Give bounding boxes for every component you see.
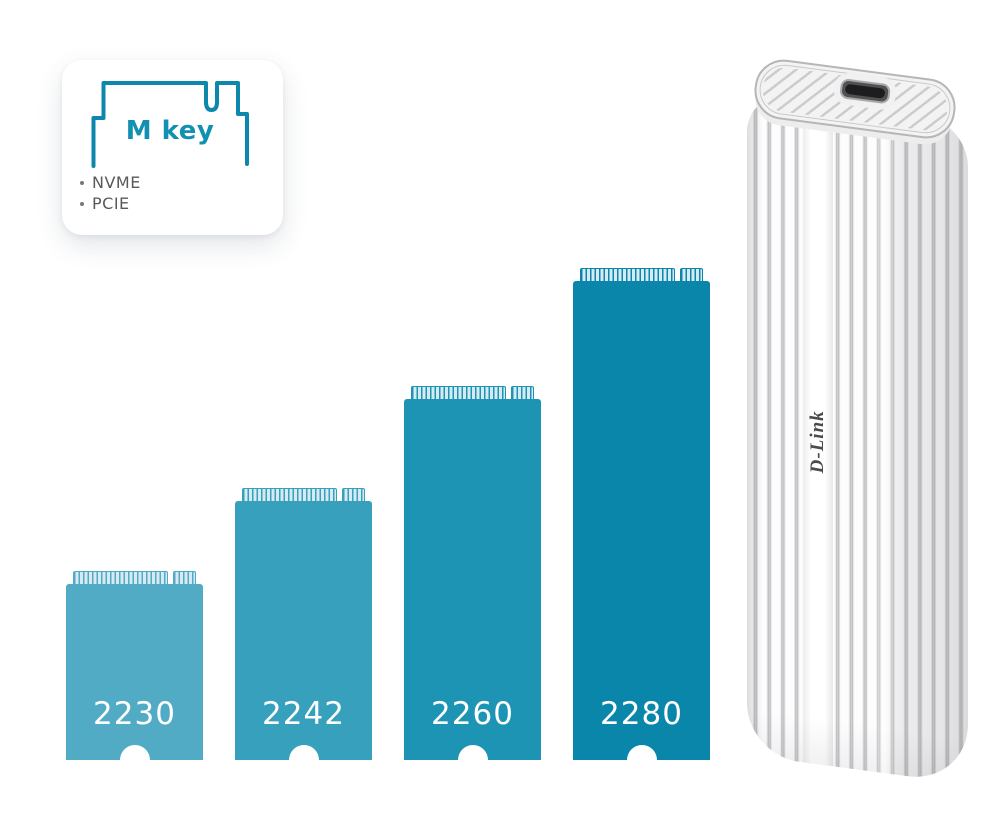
connector-pad-wide — [410, 386, 506, 399]
m2-module: 2242 — [235, 488, 372, 775]
connector-pad-narrow — [679, 268, 704, 281]
connector-fingers — [66, 571, 203, 584]
connector-fingers — [235, 488, 372, 501]
dlink-enclosure: D-Link — [744, 56, 970, 796]
m2-module: 2230 — [66, 571, 203, 775]
enclosure-shading — [747, 92, 968, 785]
enclosure-logo-band: D-Link — [803, 99, 833, 767]
connector-fingers — [573, 268, 710, 281]
module-length-label: 2280 — [600, 696, 683, 732]
m-key-feature-list: NVME PCIE — [80, 172, 141, 214]
screw-notch — [119, 745, 150, 775]
feature-label: PCIE — [92, 194, 130, 213]
usb-c-slot — [844, 83, 886, 99]
module-body: 2280 — [573, 281, 710, 775]
dlink-logo: D-Link — [807, 410, 828, 474]
module-length-label: 2242 — [262, 696, 345, 732]
module-body: 2260 — [404, 399, 541, 775]
module-length-label: 2260 — [431, 696, 514, 732]
connector-pad-wide — [72, 571, 168, 584]
module-length-label: 2230 — [93, 696, 176, 732]
feature-pcie: PCIE — [80, 193, 141, 214]
enclosure-ribbed-body: D-Link — [747, 92, 968, 785]
connector-pad-wide — [579, 268, 675, 281]
m2-module: 2260 — [404, 386, 541, 775]
feature-nvme: NVME — [80, 172, 141, 193]
m2-module: 2280 — [573, 268, 710, 775]
module-body: 2230 — [66, 584, 203, 775]
bullet-icon — [80, 201, 84, 206]
feature-label: NVME — [92, 173, 141, 192]
screw-notch — [626, 745, 657, 775]
m-key-card: M key NVME PCIE — [62, 60, 283, 235]
connector-pad-narrow — [510, 386, 535, 399]
m-key-connector-outline-icon — [91, 81, 249, 168]
connector-pad-narrow — [172, 571, 197, 584]
m-key-title: M key — [125, 116, 215, 146]
screw-notch — [457, 745, 488, 775]
m2-modules: 2230 2242 2260 — [66, 267, 710, 775]
connector-pad-wide — [241, 488, 337, 501]
bullet-icon — [80, 180, 84, 185]
screw-notch — [288, 745, 319, 775]
connector-pad-narrow — [341, 488, 366, 501]
connector-fingers — [404, 386, 541, 399]
module-body: 2242 — [235, 501, 372, 775]
